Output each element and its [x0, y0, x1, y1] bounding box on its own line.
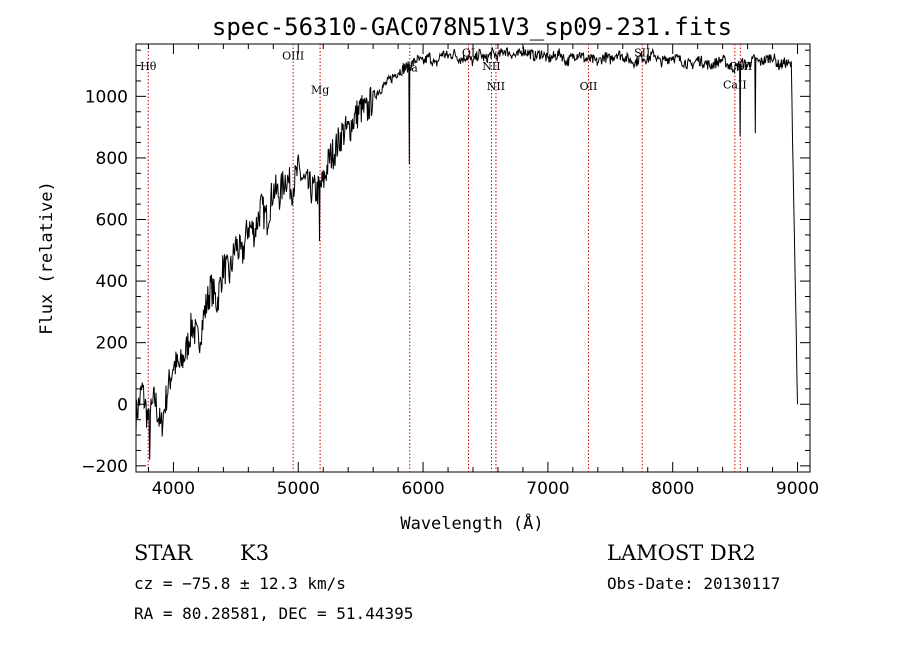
chart-title: spec-56310-GAC078N51V3_sp09-231.fits	[212, 13, 732, 41]
line-label-1: OIII	[282, 49, 304, 62]
redshift-readout: cz = −75.8 ± 12.3 km/s	[134, 574, 346, 593]
info-panel: STAR K3 cz = −75.8 ± 12.3 km/s RA = 80.2…	[134, 541, 780, 623]
observation-date: Obs-Date: 20130117	[607, 574, 780, 593]
object-subclass: K3	[240, 541, 269, 565]
x-tick-label-5: 9000	[776, 479, 819, 499]
survey-name: LAMOST DR2	[607, 541, 756, 565]
y-tick-label-4: 600	[96, 211, 128, 231]
y-axis-label: Flux (relative)	[37, 181, 57, 335]
y-tick-label-6: 1000	[85, 87, 128, 107]
spectrum-series-line	[135, 46, 798, 460]
coordinates-readout: RA = 80.28581, DEC = 51.44395	[134, 604, 413, 623]
object-class: STAR	[134, 541, 193, 565]
line-label-2: Mg	[311, 83, 329, 96]
x-tick-label-1: 5000	[277, 479, 320, 499]
plot-frame	[135, 43, 811, 473]
x-tick-label-0: 4000	[152, 479, 195, 499]
line-label-5: NII	[482, 60, 500, 73]
y-tick-label-2: 200	[96, 334, 128, 354]
x-tick-label-3: 7000	[526, 479, 569, 499]
x-tick-label-2: 6000	[401, 479, 444, 499]
line-label-9: CaII	[723, 79, 747, 92]
x-tick-label-4: 8000	[651, 479, 694, 499]
y-tick-label-3: 400	[96, 272, 128, 292]
line-label-0: Hθ	[140, 60, 157, 73]
y-tick-label-1: 0	[117, 395, 128, 415]
x-axis-ticks: 4000 5000 6000 7000 8000 9000	[147, 44, 819, 499]
y-tick-label-0: −200	[81, 457, 128, 477]
y-axis-ticks: −200 0 200 400 600 800 1000	[81, 49, 810, 477]
line-label-4: OI	[462, 46, 475, 59]
y-tick-label-5: 800	[96, 149, 128, 169]
line-label-8: SII	[634, 46, 650, 59]
line-label-6: NII	[487, 80, 505, 93]
spectral-line-markers	[147, 44, 741, 472]
x-axis-label: Wavelength (Å)	[400, 512, 543, 534]
line-label-7: OII	[580, 80, 598, 93]
